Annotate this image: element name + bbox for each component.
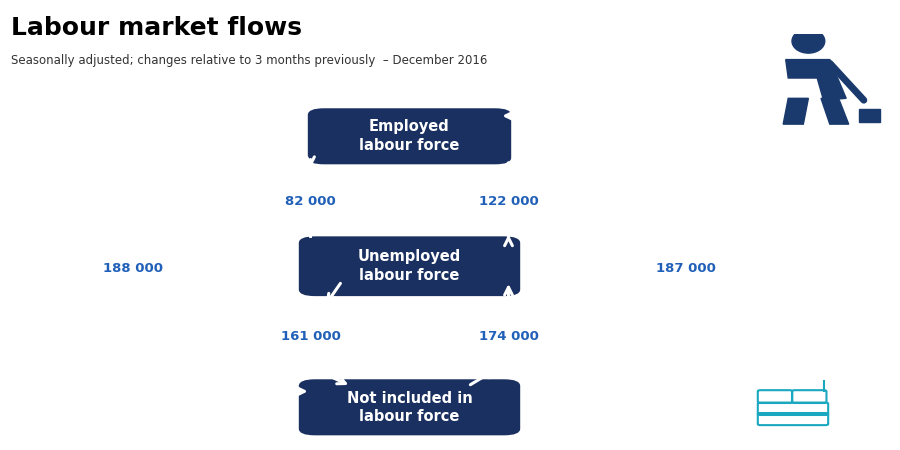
Text: Seasonally adjusted; changes relative to 3 months previously  – December 2016: Seasonally adjusted; changes relative to…	[11, 54, 487, 67]
FancyBboxPatch shape	[299, 236, 520, 296]
Circle shape	[792, 29, 824, 53]
Text: Unemployed
labour force: Unemployed labour force	[358, 249, 461, 283]
Text: Not included in
labour force: Not included in labour force	[346, 391, 472, 424]
FancyBboxPatch shape	[308, 108, 511, 164]
Polygon shape	[821, 99, 849, 124]
Circle shape	[436, 307, 580, 366]
Polygon shape	[786, 59, 846, 100]
Circle shape	[238, 307, 382, 366]
Polygon shape	[859, 109, 880, 122]
FancyBboxPatch shape	[299, 379, 520, 435]
Text: Join the
labour market,
find a job: Join the labour market, find a job	[792, 251, 874, 285]
Text: 122 000: 122 000	[479, 195, 538, 208]
Text: 188 000: 188 000	[104, 261, 163, 274]
Text: 82 000: 82 000	[285, 195, 336, 208]
Circle shape	[436, 171, 580, 231]
Circle shape	[589, 228, 783, 308]
Text: Find
a job: Find a job	[596, 184, 623, 207]
Circle shape	[238, 171, 382, 231]
Text: Labour market flows: Labour market flows	[11, 16, 302, 40]
Circle shape	[36, 228, 230, 308]
Text: Start looking
for work: Start looking for work	[596, 328, 667, 350]
FancyBboxPatch shape	[742, 350, 873, 439]
Text: Quit their jobs,
leave the
labour market: Quit their jobs, leave the labour market	[25, 251, 108, 285]
Text: 174 000: 174 000	[479, 330, 538, 343]
Text: 161 000: 161 000	[281, 330, 340, 343]
Text: 187 000: 187 000	[656, 261, 716, 274]
Text: Employed
labour force: Employed labour force	[359, 120, 460, 153]
Polygon shape	[783, 99, 808, 124]
Text: Become
unemployed: Become unemployed	[154, 184, 223, 207]
Text: Are no
longer
looking
for work: Are no longer looking for work	[177, 315, 223, 362]
